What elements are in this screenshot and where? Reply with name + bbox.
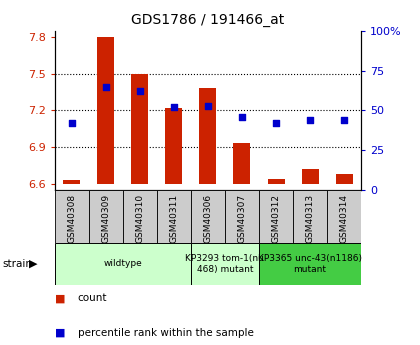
Bar [131,74,148,184]
Bar [191,243,259,285]
Bar [259,243,361,285]
Point [239,114,245,119]
Bar [55,190,89,243]
Bar [123,190,157,243]
Bar [55,243,191,285]
Text: GSM40311: GSM40311 [169,194,178,243]
Text: percentile rank within the sample: percentile rank within the sample [78,328,254,338]
Point [136,89,143,94]
Title: GDS1786 / 191466_at: GDS1786 / 191466_at [131,13,284,27]
Text: GSM40306: GSM40306 [203,194,213,243]
Point [273,120,279,126]
Text: KP3365 unc-43(n1186)
mutant: KP3365 unc-43(n1186) mutant [258,254,362,274]
Point [68,120,75,126]
Text: GSM40313: GSM40313 [306,194,315,243]
Text: strain: strain [2,259,32,269]
Text: GSM40309: GSM40309 [101,194,110,243]
Text: KP3293 tom-1(nu
468) mutant: KP3293 tom-1(nu 468) mutant [186,254,264,274]
Bar [259,190,293,243]
Text: wildtype: wildtype [103,259,142,268]
Bar [200,88,216,184]
Text: ▶: ▶ [29,259,37,269]
Text: GSM40308: GSM40308 [67,194,76,243]
Bar [293,190,327,243]
Bar [63,180,80,184]
Bar [97,37,114,184]
Bar [234,144,250,184]
Point [307,117,313,123]
Bar [336,174,353,184]
Bar [268,179,285,184]
Text: ■: ■ [55,328,65,338]
Text: count: count [78,294,107,303]
Point [102,84,109,89]
Text: GSM40314: GSM40314 [340,194,349,243]
Text: GSM40310: GSM40310 [135,194,144,243]
Text: ■: ■ [55,294,65,303]
Point [205,103,211,108]
Bar [165,108,182,184]
Bar [327,190,361,243]
Text: GSM40307: GSM40307 [237,194,247,243]
Point [341,117,347,123]
Bar [191,190,225,243]
Bar [225,190,259,243]
Point [171,105,177,110]
Bar [89,190,123,243]
Text: GSM40312: GSM40312 [272,194,281,243]
Bar [157,190,191,243]
Bar [302,169,319,184]
